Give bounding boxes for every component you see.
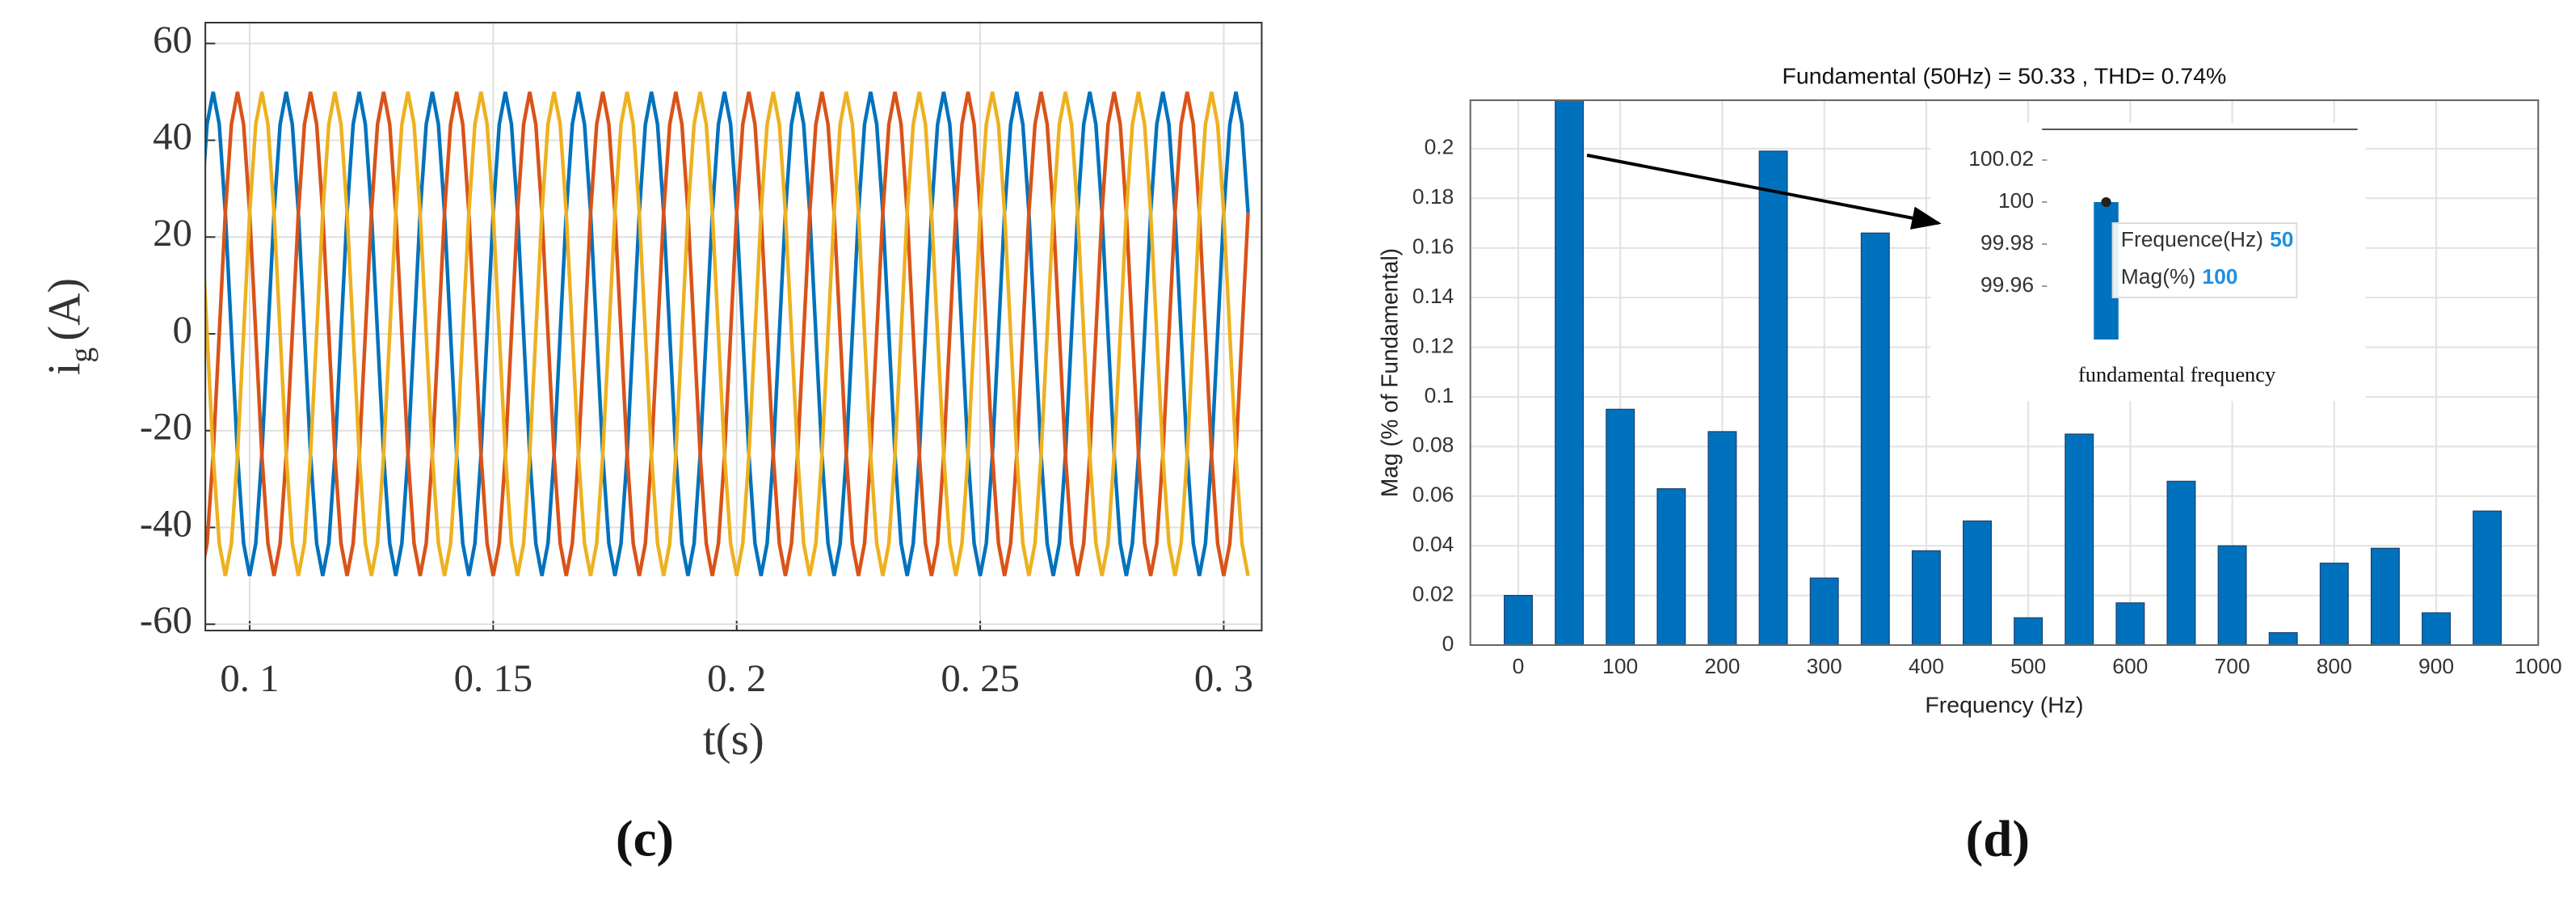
series-line (205, 91, 1250, 576)
x-tick-label: 600 (2112, 654, 2148, 678)
y-tick-label: 40 (153, 116, 192, 158)
y-axis-label: Mag (% of Fundamental) (1376, 248, 1402, 497)
bar (2217, 545, 2247, 645)
plot-frame (1469, 99, 2540, 646)
x-tick-label: 500 (2010, 654, 2046, 678)
bar (2370, 547, 2400, 645)
spectrum-chart: 0 100 200 300 400 500 600 700 800 900 1000 0 0.02 0.0… (1376, 63, 2562, 867)
y-tick-label: 0.1 (1425, 383, 1454, 407)
bar (1606, 408, 1635, 645)
caption: (d) (1966, 809, 2031, 867)
x-tick-label: 0. 1 (220, 657, 279, 700)
y-axis-label-main: i (40, 363, 90, 376)
y-tick-label: 0.06 (1412, 483, 1454, 507)
x-tick-label: 0. 3 (1194, 657, 1253, 700)
x-tick-label: 700 (2215, 654, 2250, 678)
bar (1656, 487, 1686, 645)
y-tick-label: 0.08 (1412, 432, 1454, 457)
x-tick-label: 1000 (2515, 654, 2562, 678)
pointer-arrow (1586, 154, 1942, 230)
plot-frame (204, 22, 1263, 631)
y-tick-label: 0.2 (1425, 135, 1454, 159)
y-tick-label: 0 (172, 309, 192, 352)
bar (1707, 431, 1737, 645)
x-tick-label: 400 (1909, 654, 1944, 678)
chart-title: Fundamental (50Hz) = 50.33 , THD= 0.74% (1783, 63, 2227, 89)
y-tick-label: -40 (140, 503, 192, 546)
y-tick-label: 0.18 (1412, 184, 1454, 209)
bar (2166, 480, 2196, 645)
inset-y-tick-label: 99.98 (1980, 230, 2034, 255)
x-tick-label: 0 (1513, 654, 1525, 678)
y-tick-label: 0.04 (1412, 532, 1454, 556)
y-tick-label: 20 (153, 213, 192, 255)
bar (2268, 632, 2298, 645)
y-axis-label: ig (A) (40, 278, 99, 375)
datatip-row: Mag(%) 100 (2121, 264, 2238, 289)
bar (2319, 563, 2349, 645)
bar (1504, 594, 1533, 645)
y-tick-label: 0.14 (1412, 284, 1454, 308)
bar (2473, 510, 2502, 645)
caption: (c) (616, 809, 674, 867)
datatip-x-value: 50 (2270, 227, 2293, 251)
y-tick-label: 60 (153, 19, 192, 61)
bar (1911, 550, 1941, 645)
x-tick-label: 800 (2317, 654, 2352, 678)
x-tick-label: 0. 15 (454, 657, 533, 700)
bar (1963, 520, 1992, 645)
bar (2422, 612, 2451, 645)
y-tick-label: 0 (1442, 631, 1454, 656)
y-tick-label: 0.02 (1412, 582, 1454, 606)
inset-caption: fundamental frequency (2078, 363, 2275, 386)
datatip-box (2111, 222, 2298, 298)
inset-y-tick-label: 99.96 (1980, 272, 2034, 297)
y-tick-label: -60 (140, 600, 192, 643)
bar (1555, 100, 1585, 645)
inset-y-tick-label: 100 (1998, 188, 2034, 213)
current-chart: 0. 1 0. 15 0. 2 0. 25 0. 3 60 40 20 0 -20 -40 -60 t(… (40, 19, 1263, 867)
x-tick-label: 0. 2 (707, 657, 766, 700)
y-tick-label: 0.16 (1412, 234, 1454, 259)
bar (2115, 602, 2145, 645)
bar (1758, 150, 1788, 645)
x-tick-label: 900 (2418, 654, 2454, 678)
datatip-marker (2101, 196, 2111, 207)
datatip-row: Frequence(Hz) 50 (2121, 227, 2294, 251)
series-line (205, 91, 1250, 576)
x-axis-label: t(s) (703, 715, 764, 764)
y-axis-label-unit: (A) (40, 278, 90, 341)
bar (2014, 617, 2044, 645)
x-tick-label: 300 (1807, 654, 1842, 678)
x-tick-label: 100 (1602, 654, 1638, 678)
x-tick-label: 200 (1704, 654, 1740, 678)
x-tick-label: 0. 25 (941, 657, 1020, 700)
y-tick-label: 0.12 (1412, 334, 1454, 358)
datatip-y-label: Mag(%) (2121, 264, 2195, 289)
inset-y-tick-label: 100.02 (1968, 146, 2034, 171)
bar (2065, 433, 2094, 645)
datatip-x-label: Frequence(Hz) (2121, 227, 2263, 251)
datatip-y-value: 100 (2202, 264, 2237, 289)
bar (1860, 232, 1890, 645)
y-axis-label-sub: g (64, 348, 98, 363)
y-tick-label: -20 (140, 406, 192, 449)
bar (1809, 577, 1839, 645)
x-axis-label: Frequency (Hz) (1925, 692, 2083, 718)
